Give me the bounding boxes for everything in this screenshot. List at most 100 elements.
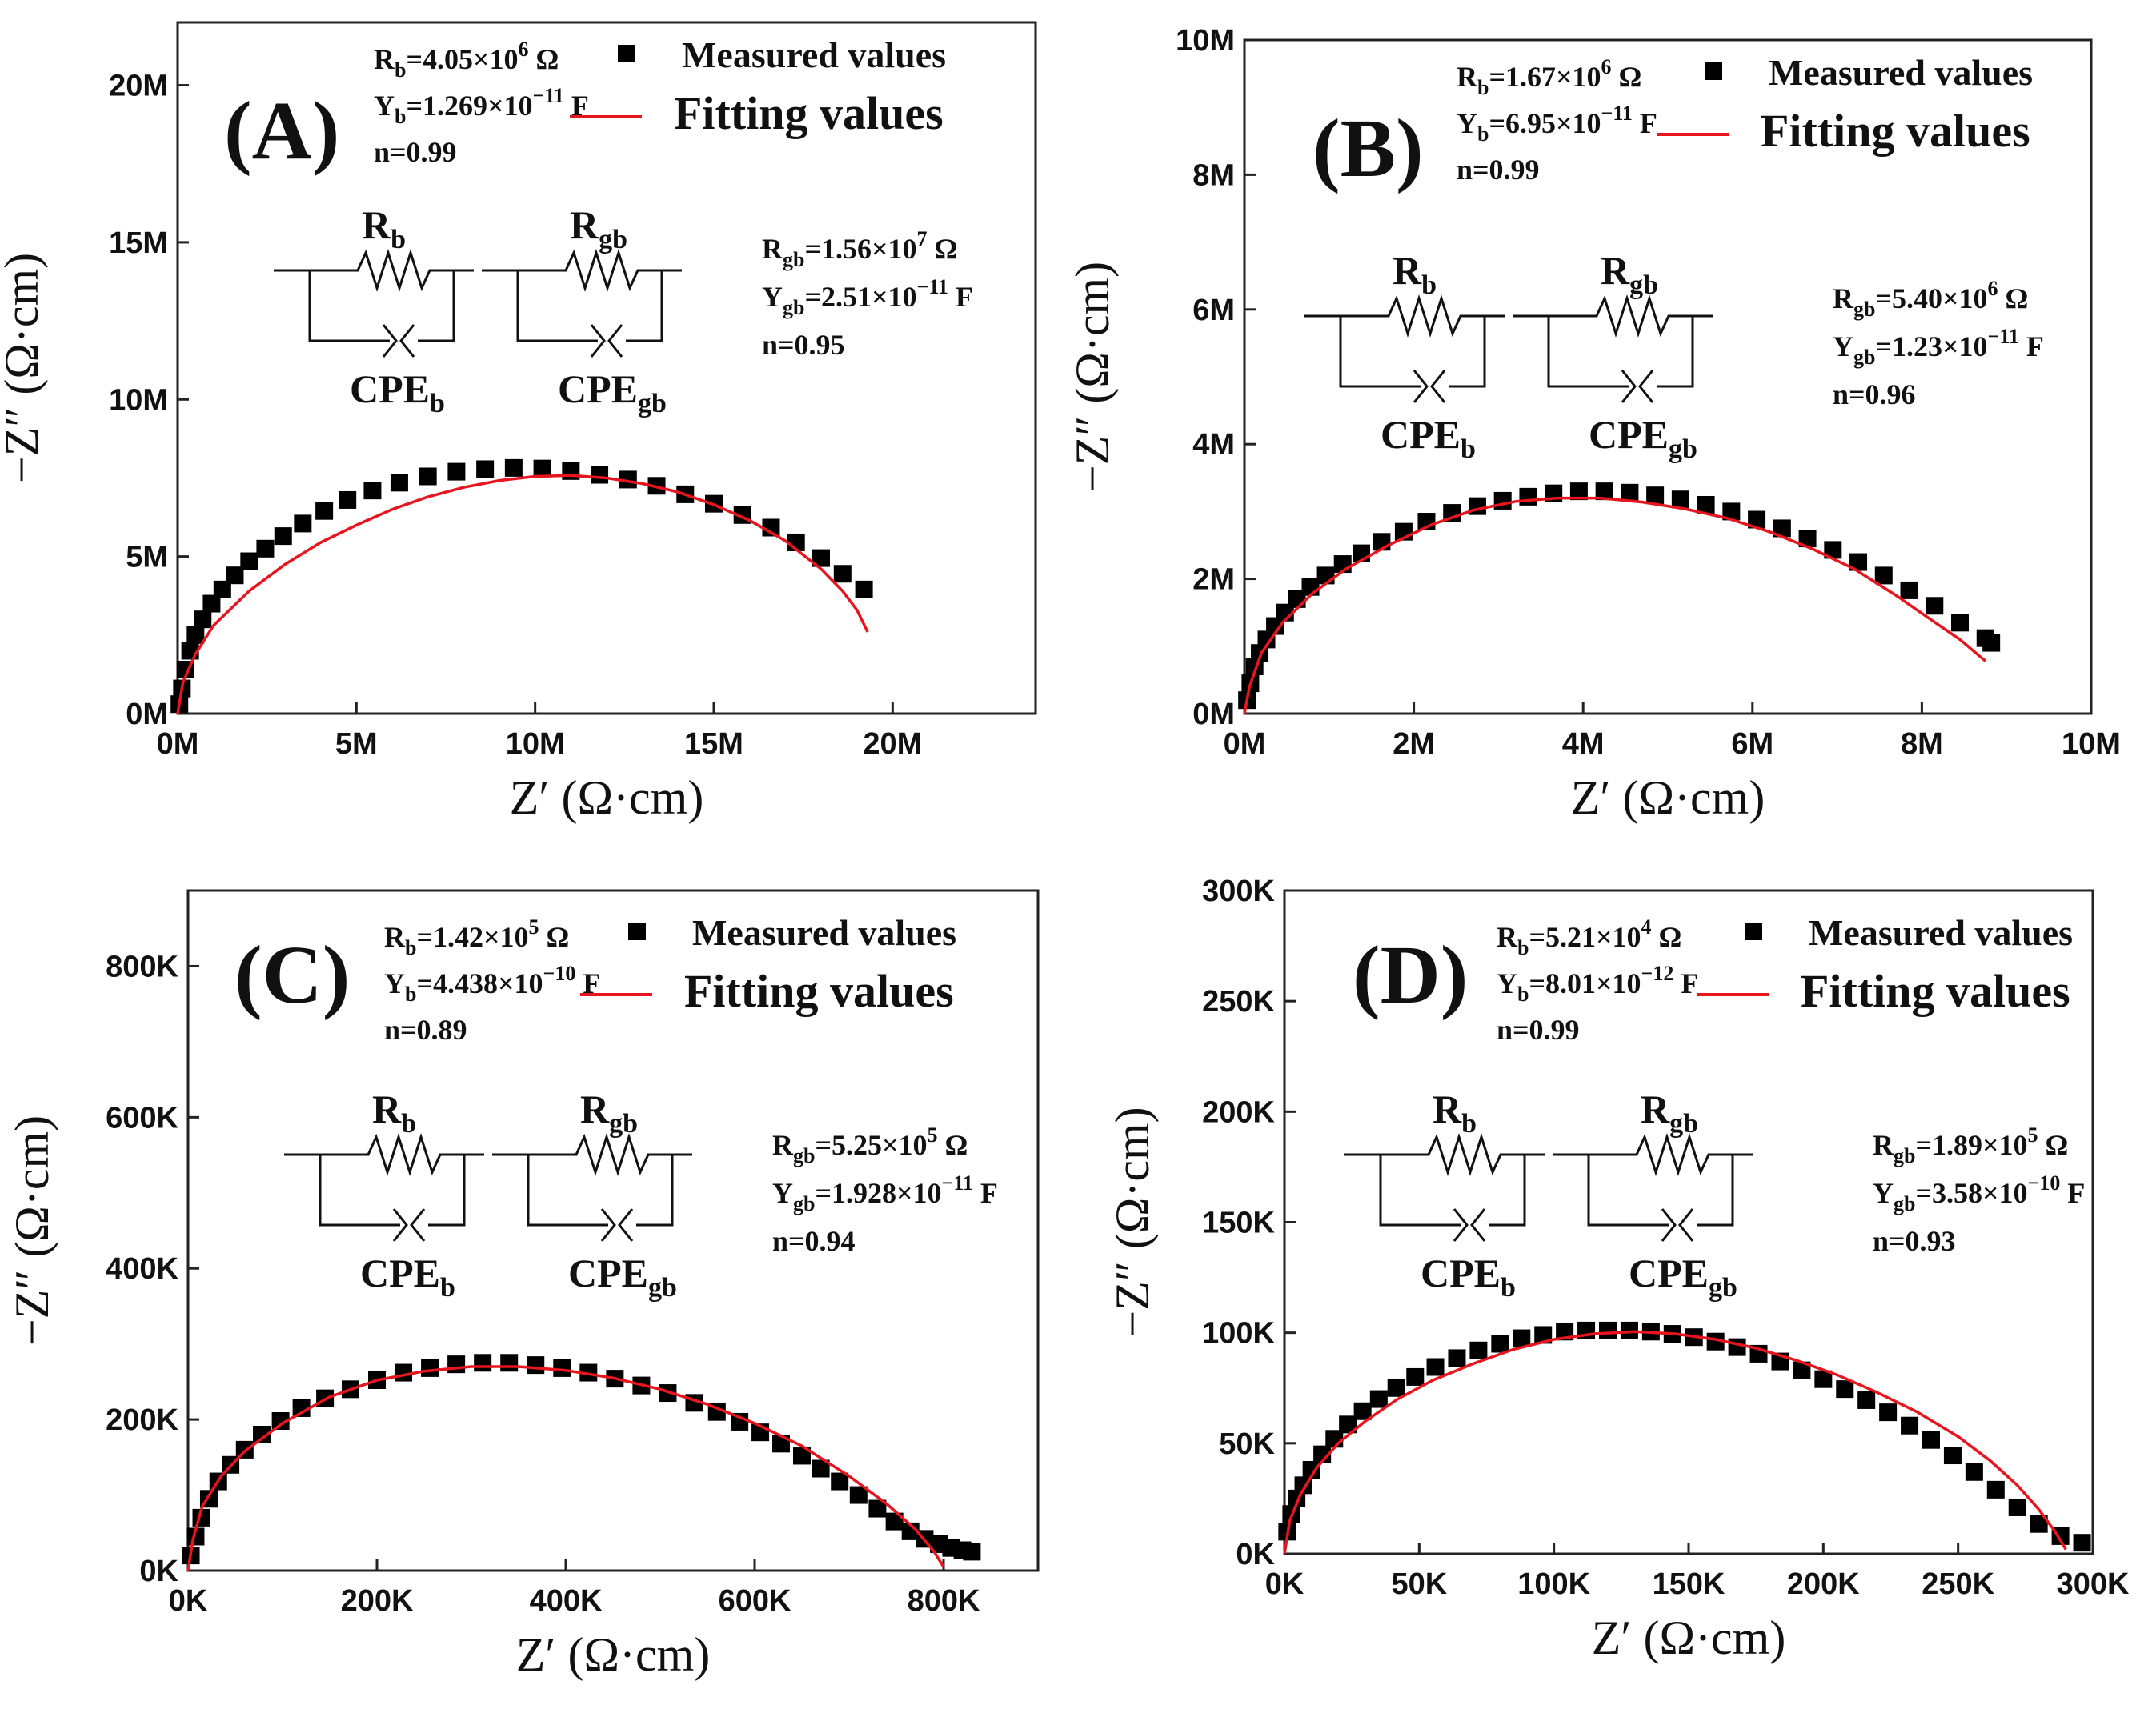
circuit-label-rgb: Rgb (1601, 248, 1658, 300)
legend-measured-marker (618, 45, 635, 62)
y-tick-label: 200K (106, 1403, 178, 1437)
bulk-param: Rb​=1.67×106​ Ω (1457, 55, 1641, 99)
measured-point (447, 462, 466, 481)
x-axis-label: Z′ (Ω·cm) (1592, 1611, 1786, 1664)
measured-point (186, 1527, 205, 1546)
equivalent-circuit: Rb CPEb Rgb CPEgb (284, 1087, 692, 1303)
measured-point (447, 1355, 466, 1374)
y-axis-label: −Z″ (Ω·cm) (0, 253, 48, 483)
y-tick-label: 10M (109, 383, 168, 417)
measured-point (1982, 634, 2001, 652)
measured-point (390, 474, 408, 492)
y-tick-label: 800K (106, 950, 178, 983)
x-tick-label: 2M (1393, 727, 1435, 761)
measured-point (256, 539, 275, 558)
y-tick-label: 400K (106, 1252, 178, 1286)
measured-point (901, 1522, 920, 1540)
y-tick-label: 600K (106, 1101, 178, 1135)
y-tick-label: 100K (1202, 1317, 1275, 1351)
plot-frame (1243, 38, 2093, 715)
measured-point (1369, 1390, 1388, 1408)
measured-point (812, 1459, 830, 1478)
measured-point (339, 490, 357, 509)
measured-point (1965, 1463, 1983, 1481)
gb-param: Rgb​=1.56×107​ Ω (762, 227, 957, 271)
x-tick-label: 600K (719, 1584, 791, 1618)
x-tick-label: 15M (684, 727, 743, 761)
measured-point (1857, 1391, 1876, 1409)
measured-point (1671, 490, 1689, 509)
legend-measured-marker (1705, 62, 1722, 80)
y-tick-label: 5M (126, 541, 168, 574)
measured-point (274, 527, 292, 546)
x-axis-label: Z′ (Ω·cm) (510, 771, 704, 824)
y-tick-label: 200K (1202, 1095, 1275, 1129)
cpe-gb-icon (1678, 1208, 1694, 1242)
panel-c-chart: 0K 200K 400K 600K 800K 0K 200K 400K 600K 800K Z′ (… (6, 889, 1040, 1681)
cpe-gb-icon (600, 1208, 616, 1242)
wire (636, 1155, 674, 1227)
x-tick-label: 0M (1224, 727, 1266, 761)
measured-point (419, 467, 437, 486)
measured-point (1426, 1358, 1445, 1376)
measured-point (833, 565, 852, 583)
gb-param: n=0.93 (1873, 1225, 1956, 1257)
wire (1449, 316, 1486, 388)
measured-point (421, 1359, 439, 1377)
wire (319, 1155, 400, 1227)
measured-point (1302, 1460, 1320, 1479)
measured-point (500, 1354, 519, 1372)
legend-measured-label: Measured values (1769, 52, 2033, 93)
measured-point (1316, 566, 1335, 585)
measured-point (1646, 486, 1665, 505)
y-tick-label: 10M (1176, 24, 1235, 58)
fitting-curve (1283, 1330, 2067, 1555)
wire (1489, 1155, 1526, 1227)
circuit-label-rgb: Rgb (1641, 1087, 1698, 1139)
measured-point (2008, 1498, 2026, 1516)
measured-point (1493, 491, 1512, 510)
measured-point (812, 549, 830, 567)
y-tick-label: 6M (1192, 294, 1235, 327)
measured-point (1569, 482, 1588, 501)
cpe-gb-icon (1621, 370, 1637, 403)
plot-frame (186, 889, 1040, 1572)
resistor-b-icon (274, 249, 474, 292)
y-tick-label: 0M (1192, 698, 1235, 731)
measured-point (1406, 1367, 1425, 1386)
cpe-b-icon (1413, 370, 1429, 403)
gb-param: Rgb​=5.40×106​ Ω (1833, 277, 2028, 321)
circuit-label-cpeb: CPEb (1421, 1251, 1516, 1303)
cpe-b-icon (1453, 1208, 1469, 1242)
legend-fitting-label: Fitting values (684, 965, 954, 1017)
x-tick-label: 0K (169, 1584, 208, 1618)
x-tick-label: 10M (2062, 727, 2121, 761)
legend-fitting-label: Fitting values (674, 87, 944, 139)
measured-point (1353, 1402, 1372, 1420)
bulk-param: n=0.99 (1497, 1014, 1580, 1046)
resistor-gb-icon (482, 249, 682, 292)
wire (1657, 316, 1694, 388)
measured-point (1491, 1335, 1509, 1353)
measured-point (1313, 1445, 1332, 1463)
fitting-curve (186, 1365, 945, 1571)
measured-point (476, 460, 495, 478)
circuit-label-rb: Rb (1433, 1087, 1477, 1139)
wire (1547, 316, 1629, 388)
cpe-b-icon (1470, 1208, 1486, 1242)
measured-point (1773, 519, 1791, 538)
resistor-gb-icon (492, 1133, 692, 1176)
wire (516, 270, 598, 342)
plot-frame (176, 21, 1037, 715)
x-tick-label: 200K (341, 1584, 414, 1618)
bulk-param: Yb​=8.01×10−12​ F (1497, 962, 1698, 1006)
circuit-label-cpegb: CPEgb (568, 1251, 677, 1303)
legend-measured-label: Measured values (692, 912, 956, 953)
bulk-param: Rb​=5.21×104​ Ω (1497, 915, 1681, 959)
panel-a-chart: 0M 5M 10M 15M 20M 0M 5M 10M 15M 20M Z′ (Ω·cm) −Z″ (… (0, 21, 1037, 824)
panel-d-chart: 0K 50K 100K 150K 200K 250K 300K 0K 50K 100K 150K 20… (1106, 875, 2130, 1664)
x-tick-label: 400K (530, 1584, 603, 1618)
measured-point (253, 1426, 271, 1443)
gb-param: Ygb​=2.51×10−11​ F (762, 275, 973, 319)
